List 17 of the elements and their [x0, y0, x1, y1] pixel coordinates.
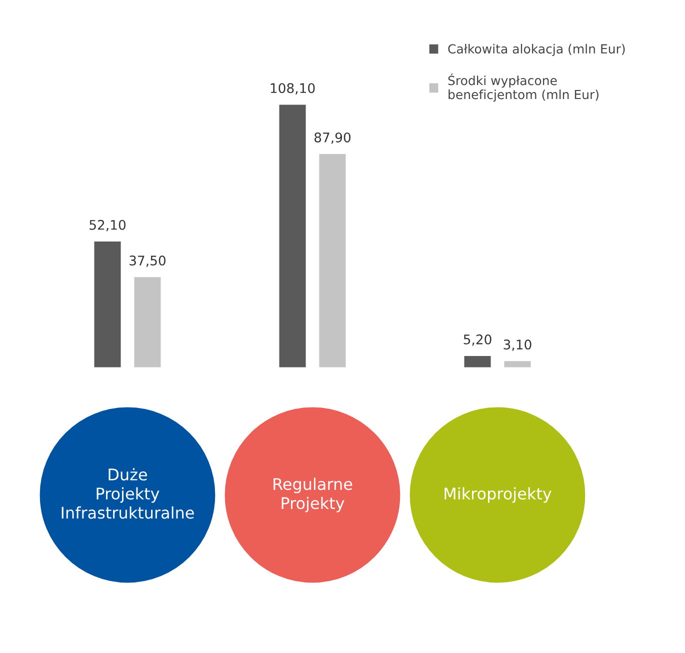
x-tick-label: Mikroprojekty	[444, 487, 552, 503]
data-label: 3,10	[504, 340, 532, 351]
x-tick-label: Regularne Projekty	[274, 478, 352, 512]
data-label: 108,10	[270, 83, 315, 94]
bar	[132, 276, 162, 368]
bar	[318, 152, 348, 368]
x-tick-label: Duże Projekty Infrastrukturalne	[62, 468, 194, 519]
legend-label: Całkowita alokacja (mln Eur)	[448, 44, 625, 56]
legend-label: Środki wypłacone beneficjentom (mln Eur)	[448, 74, 598, 102]
bar	[278, 103, 308, 368]
bar	[502, 360, 532, 368]
data-label: 5,20	[464, 334, 492, 346]
data-label: 37,50	[130, 256, 166, 267]
bar	[462, 354, 492, 368]
data-label: 52,10	[90, 220, 126, 232]
data-label: 87,90	[314, 132, 350, 144]
bar	[92, 240, 122, 368]
